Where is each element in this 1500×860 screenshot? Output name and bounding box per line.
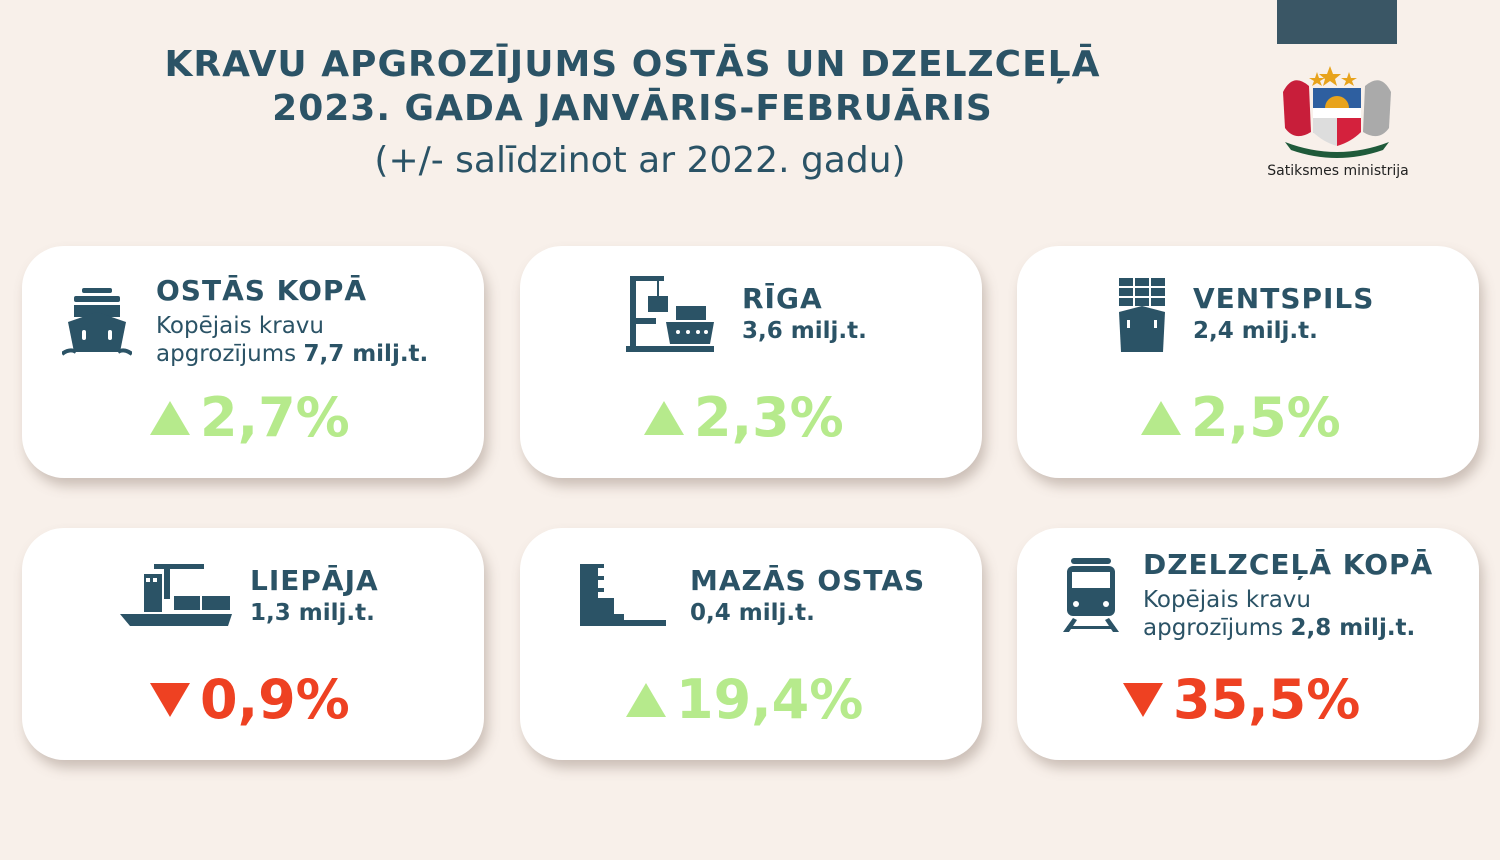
card-title: MAZĀS OSTAS: [690, 564, 926, 597]
card-amount: 0,4 milj.t.: [690, 600, 815, 626]
change-indicator: 2,3%: [644, 386, 844, 449]
arrow-down-icon: [150, 682, 190, 717]
card-description: Kopējais kravu apgrozījums 7,7 milj.t.: [156, 313, 429, 367]
arrow-up-icon: [150, 400, 190, 435]
card-ventspils: VENTSPILS 2,4 milj.t. 2,5%: [1017, 246, 1479, 478]
change-value: 19,4%: [676, 668, 864, 731]
card-title: DZELZCEĻĀ KOPĀ: [1143, 548, 1434, 581]
arrow-up-icon: [626, 682, 666, 717]
change-indicator: 19,4%: [626, 668, 863, 731]
train-icon: [1063, 558, 1119, 632]
card-amount: 2,4 milj.t.: [1193, 318, 1318, 344]
ministry-name: Satiksmes ministrija: [1267, 163, 1409, 179]
card-description: Kopējais kravu apgrozījums 2,8 milj.t.: [1143, 587, 1416, 641]
cargo-ship-icon: [120, 564, 232, 626]
change-value: 2,7%: [200, 386, 350, 449]
small-port-icon: [580, 564, 666, 626]
change-value: 0,9%: [200, 668, 350, 731]
change-indicator: 2,7%: [150, 386, 350, 449]
change-indicator: 0,9%: [150, 668, 350, 731]
card-amount: 2,8 milj.t.: [1290, 615, 1416, 641]
top-bar-decoration: [1277, 0, 1397, 44]
latvia-coat-of-arms-logo: [1283, 66, 1391, 158]
container-ship-icon: [1119, 278, 1165, 352]
page-title: KRAVU APGROZĪJUMS OSTĀS UN DZELZCEĻĀ: [164, 44, 1101, 85]
card-riga: RĪGA 3,6 milj.t. 2,3%: [520, 246, 982, 478]
card-amount: 1,3 milj.t.: [250, 600, 375, 626]
arrow-down-icon: [1123, 682, 1163, 717]
ship-front-icon: [62, 288, 132, 356]
change-value: 2,5%: [1191, 386, 1341, 449]
card-liepaja: LIEPĀJA 1,3 milj.t. 0,9%: [22, 528, 484, 760]
arrow-up-icon: [1141, 400, 1181, 435]
card-railway-total: DZELZCEĻĀ KOPĀ Kopējais kravu apgrozījums…: [1017, 528, 1479, 760]
card-amount: 3,6 milj.t.: [742, 318, 867, 344]
page-subtitle: (+/- salīdzinot ar 2022. gadu): [374, 140, 906, 181]
change-value: 35,5%: [1173, 668, 1361, 731]
card-ports-total: OSTĀS KOPĀ Kopējais kravu apgrozījums 7,7…: [22, 246, 484, 478]
card-amount: 7,7 milj.t.: [303, 341, 429, 367]
arrow-up-icon: [644, 400, 684, 435]
change-indicator: 2,5%: [1141, 386, 1341, 449]
card-small-ports: MAZĀS OSTAS 0,4 milj.t. 19,4%: [520, 528, 982, 760]
change-value: 2,3%: [694, 386, 844, 449]
card-title: LIEPĀJA: [250, 564, 379, 597]
port-crane-icon: [626, 276, 714, 352]
card-title: VENTSPILS: [1193, 282, 1375, 315]
card-title: RĪGA: [742, 282, 823, 315]
page-title-period: 2023. GADA JANVĀRIS-FEBRUĀRIS: [272, 88, 993, 129]
card-title: OSTĀS KOPĀ: [156, 274, 368, 307]
change-indicator: 35,5%: [1123, 668, 1360, 731]
